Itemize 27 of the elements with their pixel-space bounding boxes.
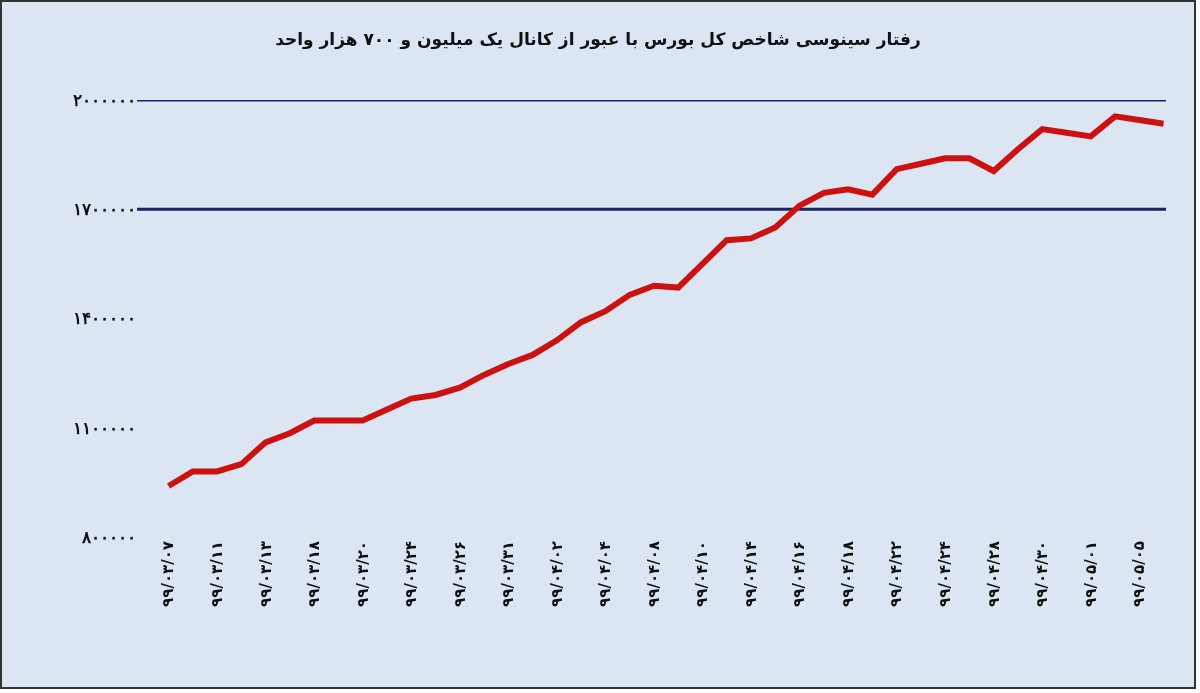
x-tick-label: ۹۹/۰۳/۲۶ (450, 541, 469, 607)
x-tick-label: ۹۹/۰۵/۰۱ (1081, 541, 1100, 607)
y-tick-label: ۸۰۰۰۰۰ (81, 526, 136, 547)
x-tick-label: ۹۹/۰۵/۰۵ (1130, 541, 1149, 607)
chart-title: رفتار سینوسی شاخص کل بورس با عبور از کانال یک میلیون و ۷۰۰ هزار واحد (275, 28, 921, 50)
x-tick-label: ۹۹/۰۳/۰۷ (159, 541, 178, 607)
x-tick-label: ۹۹/۰۴/۰۴ (596, 541, 615, 607)
x-tick-label: ۹۹/۰۳/۳۱ (499, 541, 518, 607)
y-tick-label: ۱۱۰۰۰۰۰ (73, 417, 136, 438)
y-tick-label: ۱۴۰۰۰۰۰ (73, 308, 136, 329)
x-tick-label: ۹۹/۰۴/۱۴ (741, 541, 760, 607)
x-tick-label: ۹۹/۰۴/۱۰ (693, 541, 712, 607)
x-tick-label: ۹۹/۰۴/۱۶ (790, 541, 809, 607)
y-tick-label: ۱۷۰۰۰۰۰ (73, 199, 136, 220)
x-tick-label: ۹۹/۰۴/۱۸ (838, 541, 857, 607)
x-tick-label: ۹۹/۰۳/۲۴ (402, 541, 421, 607)
x-tick-label: ۹۹/۰۳/۱۸ (305, 541, 324, 607)
x-tick-label: ۹۹/۰۴/۰۲ (547, 541, 566, 607)
x-tick-label: ۹۹/۰۴/۳۰ (1033, 541, 1052, 607)
y-tick-label: ۲۰۰۰۰۰۰ (73, 89, 136, 110)
x-tick-label: ۹۹/۰۳/۱۱ (207, 541, 226, 607)
x-tick-label: ۹۹/۰۳/۲۰ (353, 541, 372, 607)
x-tick-label: ۹۹/۰۴/۲۸ (984, 541, 1003, 607)
x-tick-label: ۹۹/۰۳/۱۳ (256, 541, 275, 607)
x-tick-label: ۹۹/۰۴/۲۲ (887, 541, 906, 607)
x-tick-label: ۹۹/۰۴/۲۴ (936, 541, 955, 607)
x-tick-label: ۹۹/۰۴/۰۸ (644, 541, 663, 607)
